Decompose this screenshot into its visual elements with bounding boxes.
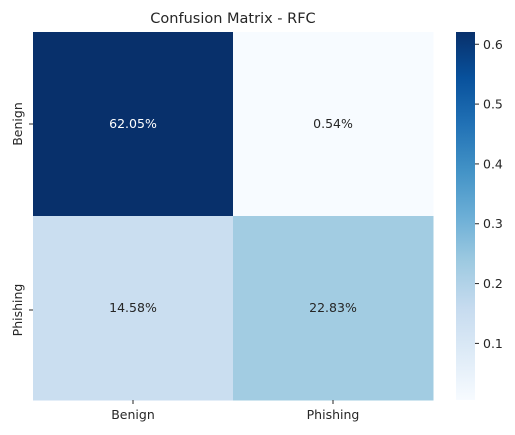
- heatmap-cell-label-1-1: 22.83%: [309, 300, 357, 315]
- y-tick-label-phishing: Phishing: [10, 284, 25, 337]
- colorbar-tick-label: 0.5: [483, 97, 503, 112]
- heatmap-cell-0-0: [33, 32, 234, 217]
- heatmap-cell-0-1: [233, 32, 434, 217]
- heatmap-cell-labels: 62.05% 0.54% 14.58% 22.83%: [109, 116, 357, 315]
- colorbar-tick-label: 0.3: [483, 216, 503, 231]
- colorbar-tick-label: 0.4: [483, 156, 503, 171]
- colorbar-tick-label: 0.1: [483, 336, 503, 351]
- x-tick-label-phishing: Phishing: [307, 407, 360, 422]
- x-tick-label-benign: Benign: [111, 407, 155, 422]
- heatmap-cells: [33, 32, 434, 401]
- x-axis: Benign Phishing: [111, 400, 359, 422]
- colorbar-ticks: 0.1 0.2 0.3 0.4 0.5 0.6: [475, 37, 503, 351]
- colorbar-tick-label: 0.2: [483, 276, 503, 291]
- chart-title: Confusion Matrix - RFC: [150, 11, 315, 27]
- heatmap-cell-label-1-0: 14.58%: [109, 300, 157, 315]
- heatmap-cell-label-0-0: 62.05%: [109, 116, 157, 131]
- y-tick-label-benign: Benign: [10, 102, 25, 146]
- y-axis: Benign Phishing: [10, 102, 33, 336]
- heatmap-cell-1-0: [33, 216, 234, 401]
- colorbar: [456, 32, 475, 400]
- heatmap-cell-label-0-1: 0.54%: [313, 116, 353, 131]
- heatmap-cell-1-1: [233, 216, 434, 401]
- colorbar-tick-label: 0.6: [483, 37, 503, 52]
